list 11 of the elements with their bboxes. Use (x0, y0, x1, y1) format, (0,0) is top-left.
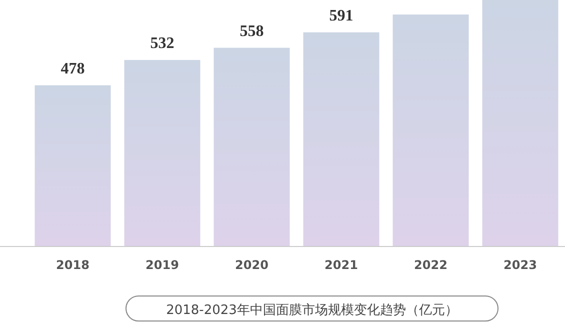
x-tick-label: 2021 (324, 258, 358, 272)
text: 2018-2023年中国面膜市场规模变化趋势（亿元） (166, 303, 458, 318)
data-label: 558 (240, 22, 264, 40)
data-label: 532 (150, 34, 174, 52)
x-tick-label: 2019 (146, 258, 179, 272)
data-label: 478 (60, 60, 85, 78)
x-tick-label: 2023 (504, 258, 537, 272)
x-tick-label: 2020 (235, 258, 268, 272)
x-tick-label: 2022 (414, 258, 448, 272)
x-tick-label: 2018 (56, 258, 90, 272)
data-label: 591 (329, 7, 354, 24)
